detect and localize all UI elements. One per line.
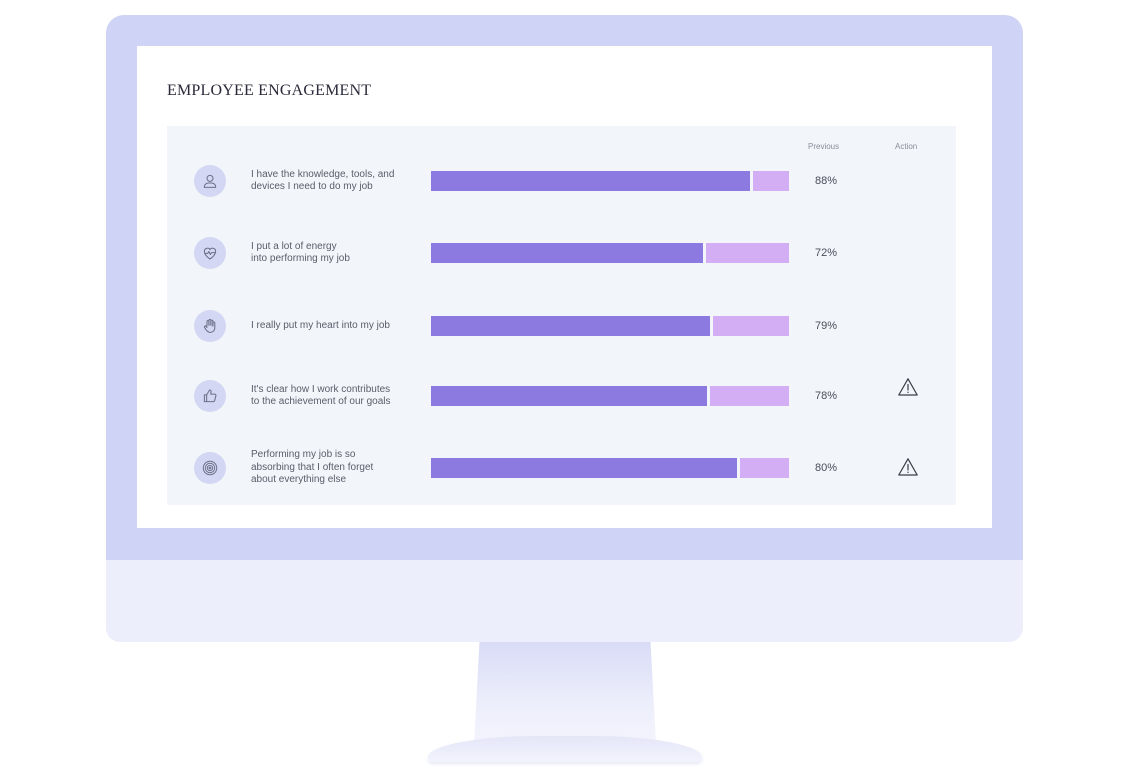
score-bar-fill bbox=[431, 243, 704, 263]
row-label: I put a lot of energy into performing my … bbox=[251, 241, 421, 266]
score-bar-fill bbox=[431, 386, 707, 406]
score-bar bbox=[431, 316, 789, 336]
monitor-stand-base bbox=[428, 736, 702, 762]
row-label: I have the knowledge, tools, and devices … bbox=[251, 169, 421, 194]
row-label-line: about everything else bbox=[251, 474, 347, 486]
row-label-line: I have the knowledge, tools, and bbox=[251, 168, 395, 180]
previous-value: 79% bbox=[815, 320, 838, 332]
table-row: Performing my job is so absorbing that I … bbox=[167, 448, 956, 488]
table-row: I have the knowledge, tools, and devices … bbox=[167, 161, 956, 201]
row-label-line: into performing my job bbox=[251, 253, 350, 264]
score-bar-remainder bbox=[752, 171, 789, 191]
raised-hand-icon bbox=[194, 310, 226, 342]
thumbs-up-icon bbox=[194, 380, 226, 412]
screen: EMPLOYEE ENGAGEMENT Previous Action I ha… bbox=[137, 46, 992, 528]
monitor-chin bbox=[106, 560, 1023, 642]
score-bar bbox=[431, 458, 789, 478]
table-row: I really put my heart into my job 79% bbox=[167, 306, 956, 346]
previous-value: 80% bbox=[815, 462, 838, 474]
score-bar-remainder bbox=[709, 386, 789, 406]
row-label-line: absorbing that I often forget bbox=[251, 461, 374, 473]
row-label: Performing my job is so absorbing that I … bbox=[251, 449, 421, 487]
row-label: I really put my heart into my job bbox=[251, 320, 421, 333]
warning-icon[interactable] bbox=[897, 457, 919, 477]
row-label-line: It's clear how I work contributes bbox=[251, 383, 391, 395]
score-bar bbox=[431, 171, 789, 191]
table-row: I put a lot of energy into performing my … bbox=[167, 233, 956, 273]
previous-value: 72% bbox=[815, 247, 838, 259]
score-bar-remainder bbox=[706, 243, 789, 263]
score-bar-remainder bbox=[713, 316, 789, 336]
score-bar-remainder bbox=[740, 458, 789, 478]
row-label: It's clear how I work contributes to the … bbox=[251, 384, 421, 409]
previous-value: 78% bbox=[815, 390, 838, 402]
table-row: It's clear how I work contributes to the … bbox=[167, 376, 956, 416]
previous-value: 88% bbox=[815, 175, 838, 187]
score-bar bbox=[431, 243, 789, 263]
column-header-previous: Previous bbox=[808, 142, 840, 151]
score-bar-fill bbox=[431, 171, 750, 191]
column-header-action: Action bbox=[895, 142, 918, 151]
score-bar-fill bbox=[431, 458, 738, 478]
row-label-line: I put a lot of energy bbox=[251, 240, 337, 252]
row-label-line: to the achievement of our goals bbox=[251, 396, 391, 407]
row-label-line: devices I need to do my job bbox=[251, 181, 373, 192]
target-icon bbox=[194, 452, 226, 484]
warning-icon[interactable] bbox=[897, 377, 919, 397]
monitor-stand-neck bbox=[474, 642, 656, 744]
row-label-line: Performing my job is so bbox=[251, 449, 356, 461]
person-icon bbox=[194, 165, 226, 197]
engagement-panel: Previous Action I have the knowledge, to… bbox=[167, 126, 956, 505]
row-label-line: I really put my heart into my job bbox=[251, 319, 390, 331]
score-bar-fill bbox=[431, 316, 711, 336]
page-title: EMPLOYEE ENGAGEMENT bbox=[167, 82, 372, 99]
heart-pulse-icon bbox=[194, 237, 226, 269]
score-bar bbox=[431, 386, 789, 406]
